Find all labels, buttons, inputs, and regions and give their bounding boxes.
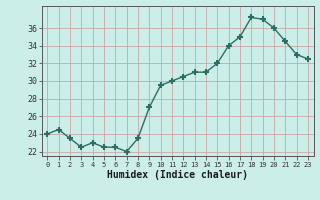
X-axis label: Humidex (Indice chaleur): Humidex (Indice chaleur): [107, 170, 248, 180]
